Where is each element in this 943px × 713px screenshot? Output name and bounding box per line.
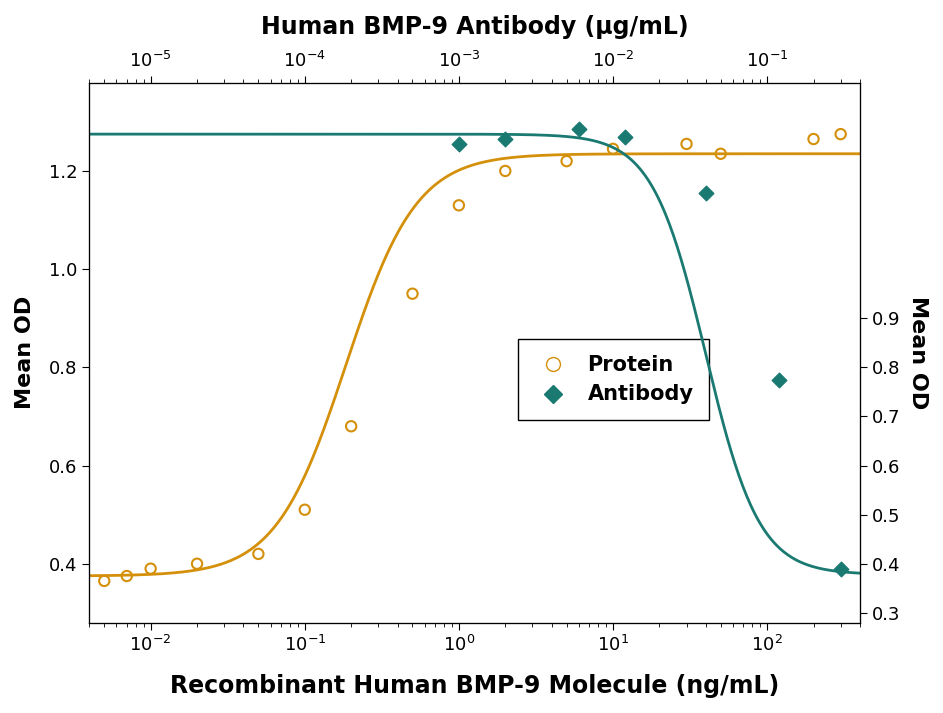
Y-axis label: Mean OD: Mean OD [15, 296, 35, 409]
Point [914, 568, 929, 579]
Point [559, 155, 574, 167]
Point [452, 200, 467, 211]
Point [297, 504, 312, 515]
Point [251, 548, 266, 560]
Point [143, 563, 158, 575]
Point [452, 138, 467, 150]
Point [833, 563, 848, 575]
Point [605, 143, 620, 155]
Point [771, 374, 786, 385]
Point [806, 133, 821, 145]
Point [498, 165, 513, 177]
Point [405, 288, 420, 299]
Point [498, 133, 513, 145]
Point [679, 138, 694, 150]
Point [698, 188, 713, 199]
Point [119, 570, 134, 582]
Point [713, 148, 728, 160]
Point [868, 565, 883, 577]
Point [343, 421, 358, 432]
X-axis label: Human BMP-9 Antibody (μg/mL): Human BMP-9 Antibody (μg/mL) [261, 15, 688, 39]
X-axis label: Recombinant Human BMP-9 Molecule (ng/mL): Recombinant Human BMP-9 Molecule (ng/mL) [170, 674, 779, 698]
Point [833, 128, 848, 140]
Point [571, 123, 587, 135]
Point [190, 558, 205, 570]
Point [618, 131, 633, 143]
Legend: Protein, Antibody: Protein, Antibody [518, 339, 709, 420]
Point [97, 575, 112, 587]
Y-axis label: Mean OD: Mean OD [908, 296, 928, 409]
